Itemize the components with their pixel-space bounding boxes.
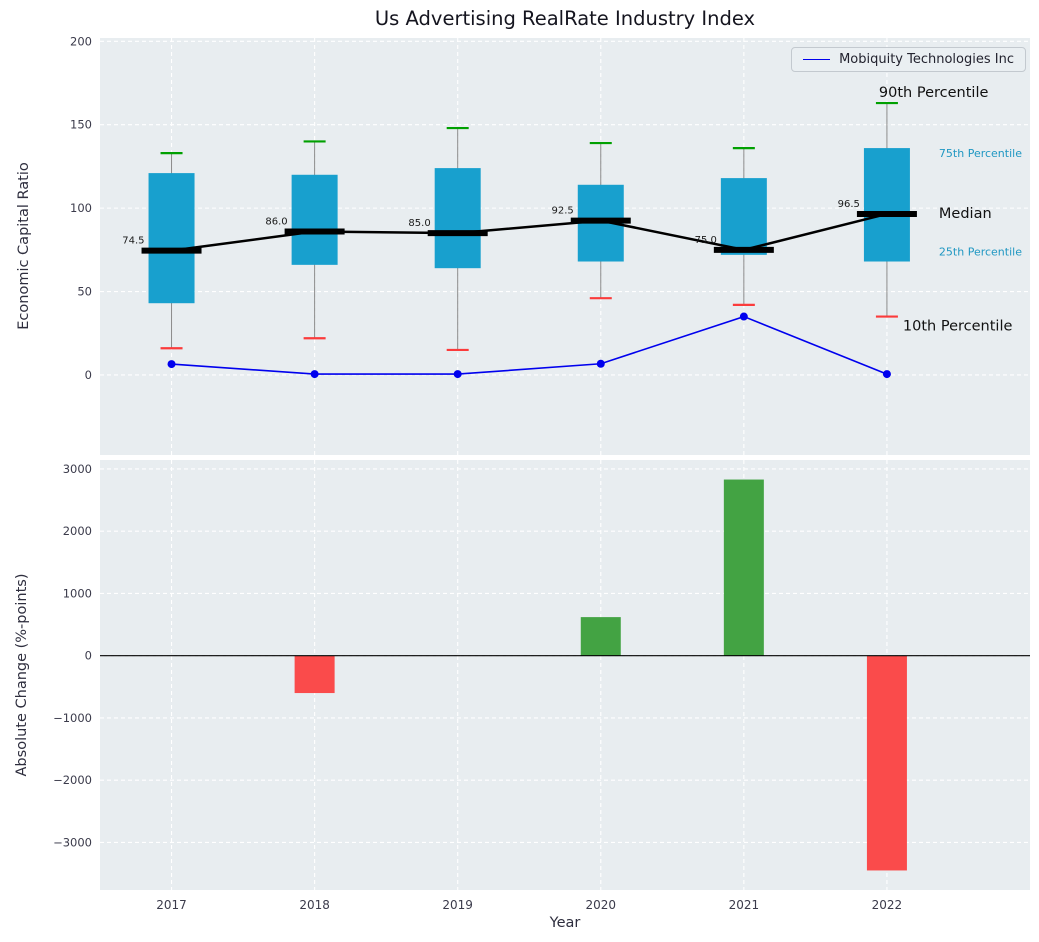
bottom-ytick-label: 2000 [63,524,92,538]
median-value-label-2021: 75.0 [695,235,717,246]
bottom-y-axis-label: Absolute Change (%-points) [14,573,30,777]
iqr-box-2022 [863,148,910,262]
change-bar-2020 [580,617,621,656]
median-value-label-2020: 92.5 [552,206,574,217]
xtick-label-2020: 2020 [585,898,616,912]
iqr-box-2021 [720,178,767,255]
top-y-axis-label: Economic Capital Ratio [16,162,32,330]
median-value-label-2017: 74.5 [122,236,144,247]
xtick-label-2022: 2022 [872,898,903,912]
annotation-10th-percentile: 10th Percentile [903,319,1013,335]
annotation-75th-percentile: 75th Percentile [939,147,1022,160]
median-trend-line [171,212,888,252]
iqr-box-2017 [148,173,195,304]
median-value-label-2022: 96.5 [838,199,860,210]
company-marker-2020 [596,359,605,368]
top-ytick-label: 50 [77,285,92,299]
median-value-label-2018: 86.0 [265,216,287,227]
bottom-ytick-label: −3000 [53,835,92,849]
top-ytick-label: 100 [70,201,92,215]
company-marker-2018 [310,370,319,379]
company-marker-2019 [453,370,462,379]
company-marker-2022 [882,370,891,379]
annotation-90th-percentile: 90th Percentile [879,85,989,101]
annotation-25th-percentile: 25th Percentile [939,246,1022,259]
xtick-label-2019: 2019 [442,898,473,912]
legend: Mobiquity Technologies Inc [791,47,1026,72]
top-ytick-label: 150 [70,118,92,132]
bottom-ytick-label: −2000 [53,773,92,787]
legend-line-sample [803,59,831,60]
company-line [171,315,888,375]
xtick-label-2017: 2017 [156,898,187,912]
bottom-ytick-label: −1000 [53,711,92,725]
iqr-box-2018 [291,174,338,265]
top-ytick-label: 200 [70,34,92,48]
change-bar-2021 [723,479,764,656]
iqr-box-2019 [434,168,481,269]
xtick-label-2021: 2021 [729,898,760,912]
top-ytick-label: 0 [85,368,92,382]
bottom-ytick-label: 3000 [63,462,92,476]
bottom-ytick-label: 0 [85,649,92,663]
change-bar-2018 [294,655,335,694]
chart-title: Us Advertising RealRate Industry Index [374,7,756,30]
bottom-ytick-label: 1000 [63,586,92,600]
company-marker-2017 [167,360,176,369]
x-axis-label: Year [549,915,581,931]
company-marker-2021 [739,312,748,321]
xtick-label-2018: 2018 [299,898,330,912]
median-value-label-2019: 85.0 [408,218,430,229]
change-bar-2022 [866,655,907,871]
legend-label: Mobiquity Technologies Inc [839,52,1014,67]
annotation-median: Median [939,206,992,222]
